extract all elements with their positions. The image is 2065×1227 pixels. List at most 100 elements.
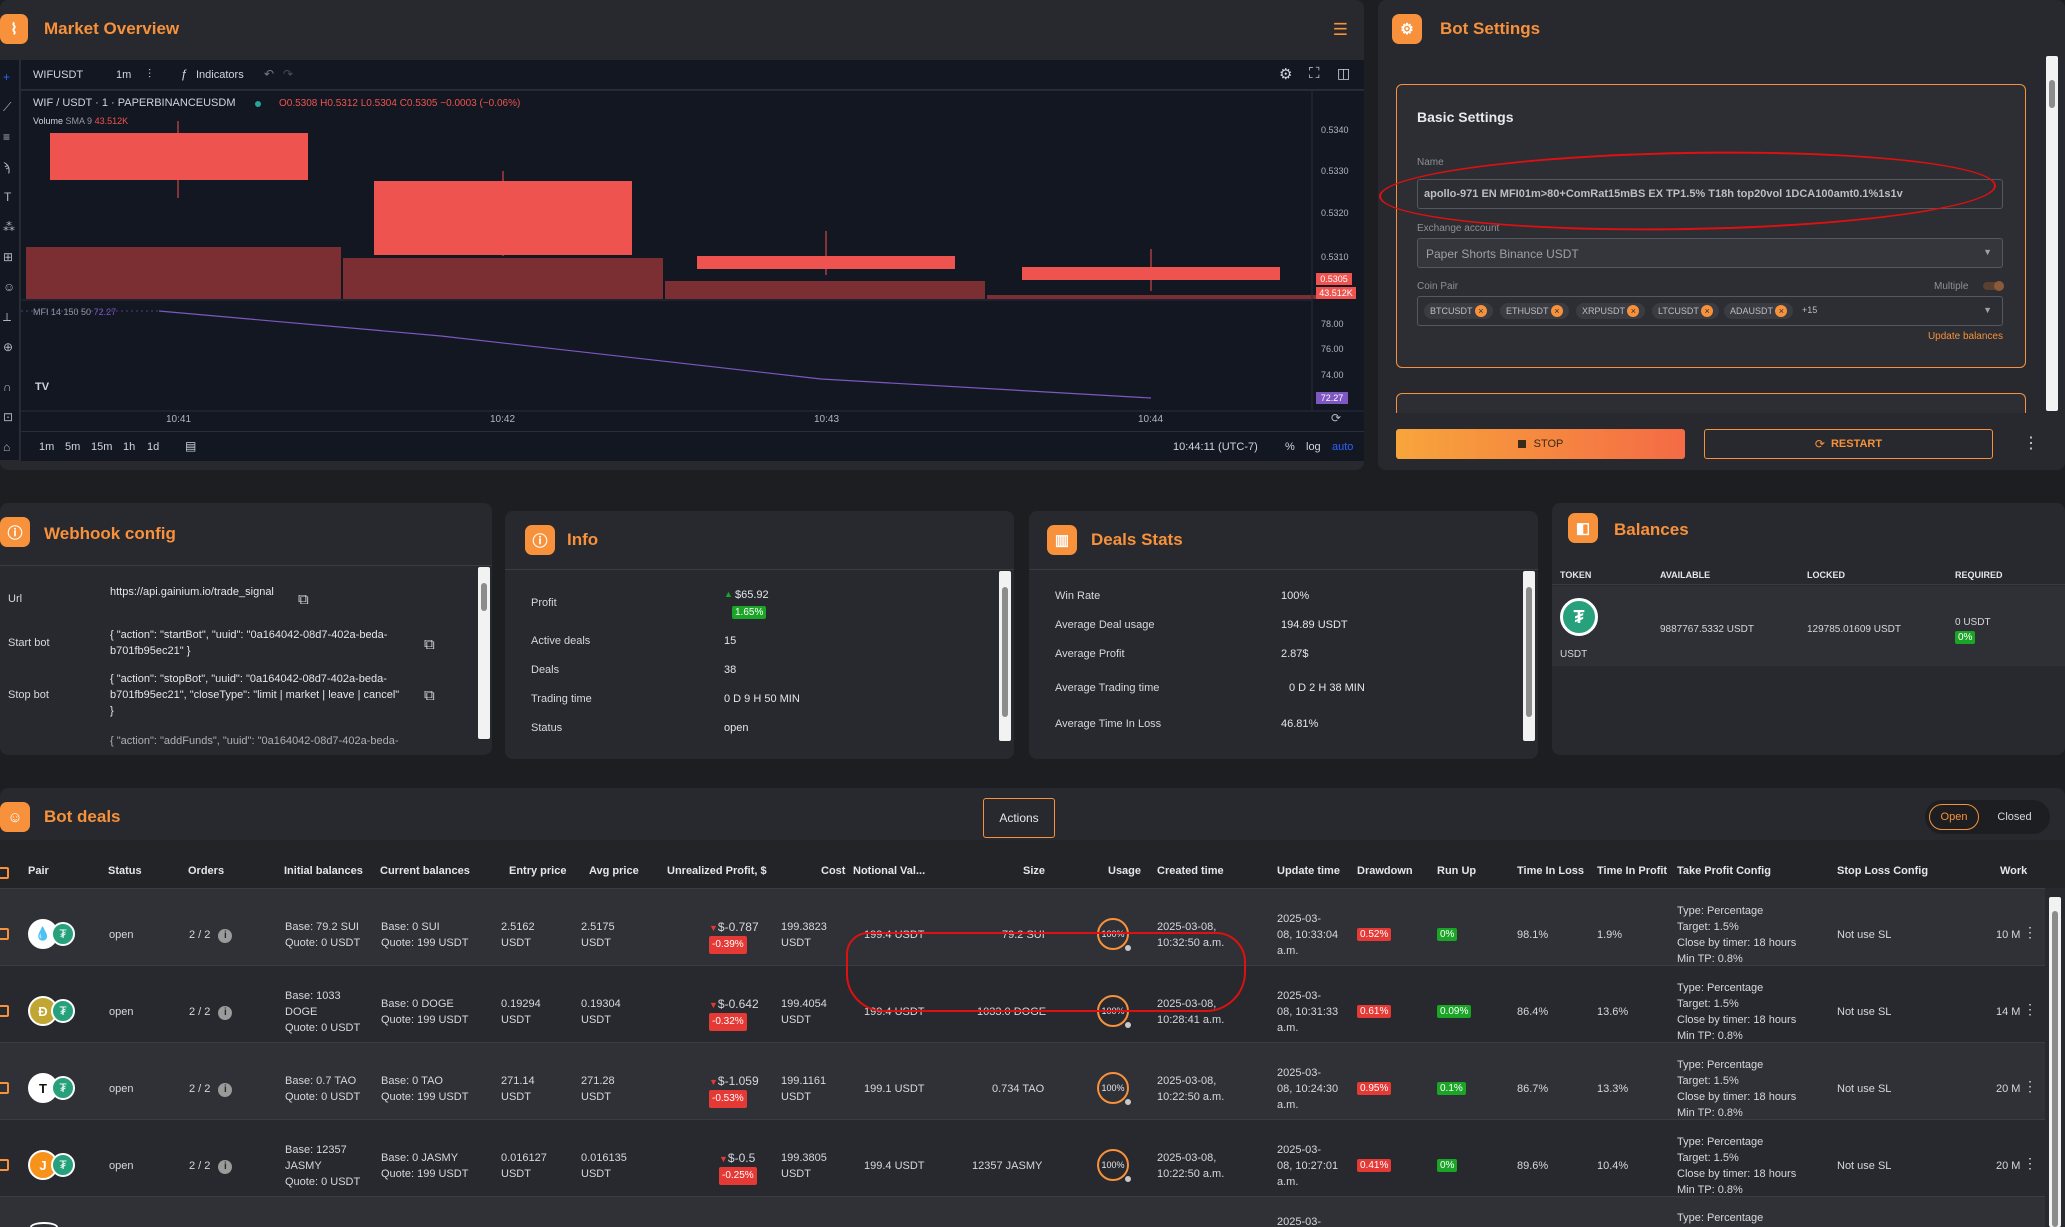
- actions-button[interactable]: Actions: [983, 798, 1055, 838]
- info-icon[interactable]: i: [218, 1006, 233, 1020]
- stop-button[interactable]: STOP: [1396, 429, 1685, 459]
- text-tool-icon[interactable]: T: [4, 190, 12, 204]
- tradingview-logo[interactable]: TV: [35, 381, 50, 393]
- deal-row[interactable]: [0, 1042, 2045, 1119]
- info-icon[interactable]: i: [218, 929, 233, 943]
- deals-scrollbar[interactable]: [2049, 897, 2061, 1227]
- open-tab[interactable]: Open: [1929, 804, 1979, 830]
- col-stop-loss[interactable]: Stop Loss Config: [1837, 865, 1929, 877]
- candle-type-icon[interactable]: ⫶: [148, 67, 152, 81]
- chart-area[interactable]: WIF / USDT · 1 · PAPERBINANCEUSDM O0.530…: [21, 91, 1364, 431]
- date-range-icon[interactable]: ▤: [185, 439, 197, 453]
- webhook-scrollbar[interactable]: [478, 567, 490, 739]
- pair-chip[interactable]: ETHUSDT ×: [1500, 303, 1569, 319]
- col-drawdown[interactable]: Drawdown: [1357, 865, 1413, 877]
- row-checkbox[interactable]: [0, 1082, 9, 1094]
- row-menu-icon[interactable]: ⋮: [2023, 924, 2037, 940]
- fib-icon[interactable]: ≡: [3, 130, 11, 144]
- closed-tab[interactable]: Closed: [1997, 811, 2032, 823]
- lock-icon[interactable]: ⊡: [3, 410, 14, 424]
- col-time-in-profit[interactable]: Time In Profit: [1597, 865, 1668, 877]
- info-icon[interactable]: i: [218, 1160, 233, 1174]
- select-all-checkbox[interactable]: [0, 867, 9, 879]
- col-cost[interactable]: Cost: [821, 865, 846, 877]
- col-work[interactable]: Work: [2000, 865, 2028, 877]
- scroll-thumb[interactable]: [2049, 80, 2055, 108]
- range-15m[interactable]: 15m: [91, 441, 113, 453]
- col-notional[interactable]: Notional Val...: [853, 865, 926, 877]
- col-entry-price[interactable]: Entry price: [509, 865, 567, 877]
- undo-icon[interactable]: ↶: [264, 67, 275, 81]
- range-1m[interactable]: 1m: [39, 441, 55, 453]
- restart-button[interactable]: ⟳ RESTART: [1704, 429, 1993, 459]
- pair-chip[interactable]: LTCUSDT ×: [1652, 303, 1720, 319]
- col-unrealized-profit[interactable]: Unrealized Profit, $: [667, 865, 767, 877]
- row-checkbox[interactable]: [0, 1005, 9, 1017]
- indicators-button[interactable]: Indicators: [196, 69, 244, 81]
- brush-icon[interactable]: ϡ: [3, 160, 10, 174]
- col-status[interactable]: Status: [108, 865, 142, 877]
- multiple-toggle[interactable]: [1983, 281, 2004, 291]
- camera-icon[interactable]: ◫: [1337, 65, 1351, 81]
- interval-select[interactable]: 1m: [116, 69, 132, 81]
- col-pair[interactable]: Pair: [28, 865, 49, 877]
- pattern-icon[interactable]: ⁂: [3, 220, 15, 234]
- name-input[interactable]: apollo-971 EN MFI01m>80+ComRat15mBS EX T…: [1417, 179, 2003, 209]
- percent-toggle[interactable]: %: [1285, 441, 1295, 453]
- chart-settings-icon[interactable]: ⚙: [1279, 66, 1293, 83]
- update-balances-link[interactable]: Update balances: [1927, 331, 2003, 342]
- magnet-icon[interactable]: ∩: [3, 380, 12, 394]
- row-checkbox[interactable]: [0, 928, 9, 940]
- coin-pair-select[interactable]: BTCUSDT × ETHUSDT × XRPUSDT × LTCUSDT × …: [1417, 296, 2003, 326]
- clock-label[interactable]: 10:44:11 (UTC-7): [1173, 441, 1258, 453]
- copy-icon[interactable]: ⧉: [424, 636, 435, 653]
- remove-chip-icon[interactable]: ×: [1550, 305, 1563, 317]
- range-1d[interactable]: 1d: [147, 441, 160, 453]
- col-take-profit[interactable]: Take Profit Config: [1677, 865, 1771, 877]
- range-5m[interactable]: 5m: [65, 441, 81, 453]
- row-checkbox[interactable]: [0, 1159, 9, 1171]
- emoji-icon[interactable]: ☺: [3, 280, 16, 294]
- scroll-thumb[interactable]: [2052, 911, 2058, 1227]
- exchange-select[interactable]: Paper Shorts Binance USDT ▼: [1417, 238, 2003, 268]
- col-current-balances[interactable]: Current balances: [380, 865, 470, 877]
- range-1h[interactable]: 1h: [123, 441, 136, 453]
- settings-scrollbar[interactable]: [2046, 56, 2058, 411]
- info-scrollbar[interactable]: [999, 571, 1011, 741]
- pair-chip[interactable]: ADAUSDT ×: [1724, 303, 1794, 319]
- col-time-in-loss[interactable]: Time In Loss: [1517, 865, 1585, 877]
- zoom-icon[interactable]: ⊕: [3, 340, 14, 354]
- col-avg-price[interactable]: Avg price: [589, 865, 639, 877]
- more-options-icon[interactable]: ⋮: [2023, 435, 2039, 452]
- auto-toggle[interactable]: auto: [1332, 441, 1354, 453]
- trash-icon[interactable]: ⌂: [3, 440, 11, 454]
- col-created-time[interactable]: Created time: [1157, 865, 1224, 877]
- row-menu-icon[interactable]: ⋮: [2023, 1078, 2037, 1094]
- copy-icon[interactable]: ⧉: [424, 687, 435, 704]
- info-icon[interactable]: i: [218, 1083, 233, 1097]
- row-menu-icon[interactable]: ⋮: [2023, 1155, 2037, 1171]
- scroll-thumb[interactable]: [481, 583, 487, 611]
- deal-row[interactable]: [0, 888, 2045, 965]
- redo-icon[interactable]: ↷: [283, 67, 294, 81]
- remove-chip-icon[interactable]: ×: [1474, 305, 1487, 317]
- symbol-search[interactable]: WIFUSDT: [33, 69, 84, 81]
- col-size[interactable]: Size: [1023, 865, 1046, 877]
- pair-chip[interactable]: XRPUSDT ×: [1576, 303, 1646, 319]
- col-orders[interactable]: Orders: [188, 865, 225, 877]
- fullscreen-icon[interactable]: ⛶: [1309, 65, 1320, 82]
- deal-row[interactable]: [0, 1119, 2045, 1196]
- deal-row[interactable]: [0, 965, 2045, 1042]
- indicators-icon[interactable]: ƒ: [181, 67, 188, 81]
- col-update-time[interactable]: Update time: [1277, 865, 1340, 877]
- crosshair-icon[interactable]: +: [3, 70, 11, 84]
- filter-settings-icon[interactable]: ☰: [1332, 20, 1348, 39]
- scroll-thumb[interactable]: [1526, 587, 1532, 717]
- col-usage[interactable]: Usage: [1108, 865, 1142, 877]
- pair-chip[interactable]: BTCUSDT ×: [1424, 303, 1493, 319]
- deal-row[interactable]: [0, 1196, 2045, 1227]
- trendline-icon[interactable]: ⟋: [3, 100, 12, 114]
- row-menu-icon[interactable]: ⋮: [2023, 1001, 2037, 1017]
- log-toggle[interactable]: log: [1306, 441, 1321, 453]
- axis-reset-icon[interactable]: ⟳: [1331, 411, 1342, 425]
